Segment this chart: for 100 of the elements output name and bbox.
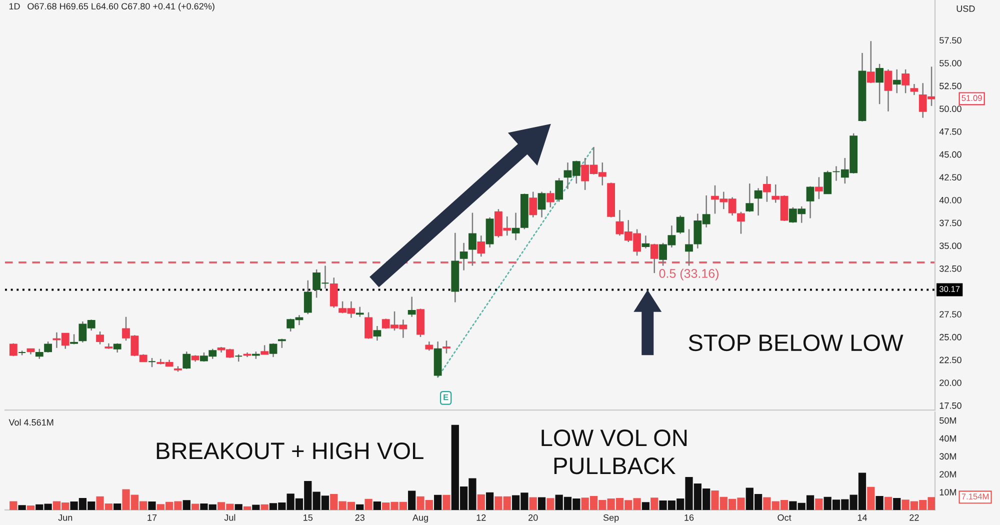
bar [442,494,450,510]
bar [477,494,485,510]
y-tick-label: 50.00 [940,106,962,112]
candlestick [746,182,754,212]
bar [650,498,658,510]
annotation: BREAKOUT + HIGH VOL [156,442,424,460]
bar [191,504,200,510]
text: 7.154M [962,494,988,500]
annotation: STOP BELOW LOW [688,334,904,352]
y-tick-label: 20.00 [940,380,962,386]
candlestick [806,186,814,219]
candlestick [814,176,823,200]
y-tick-label: 35.00 [940,242,962,250]
chart-title: 1D [9,3,20,10]
candlestick [9,342,18,357]
candlestick [866,40,875,84]
bar [114,504,122,510]
candlestick [269,342,278,358]
bar [538,497,546,510]
candlestick [260,344,269,355]
candlestick [148,357,156,368]
x-tick-label: 20 [528,514,538,521]
candlestick [884,68,892,112]
bar [884,496,892,510]
y-tick-label: 50M [940,417,956,424]
bar [434,494,442,510]
candlestick [763,176,771,202]
candlestick [477,234,486,258]
candlestick [70,334,78,345]
x-tick-label: 17 [148,514,157,521]
candlestick [546,190,554,208]
x-tick-label: 16 [684,514,694,521]
candlestick [824,170,832,194]
text: 51.09 [962,95,982,101]
bar [356,504,364,510]
candlestick [910,83,918,96]
y-tick-label: 55.00 [940,60,962,66]
x-tick-label: 22 [910,514,919,521]
x-tick-label: 23 [355,514,364,521]
candlestick [364,312,372,340]
x-tick-label: 12 [476,514,486,521]
bar [243,506,252,510]
y-tick-label: 10M [940,489,956,496]
y-tick-label: 57.50 [940,37,962,44]
bar [408,490,416,510]
bar [26,506,35,510]
candlestick [330,276,338,308]
y-tick-label: 25.00 [940,334,962,340]
y-tick-label: 42.50 [939,174,962,181]
candlestick [902,68,910,94]
candlestick [685,228,693,266]
bar [815,498,823,510]
bar [893,498,901,510]
candlestick [538,191,546,218]
ref-line-label: 0.5 (33.16) [659,268,718,280]
x-tick-label: Sep [603,514,619,523]
y-axis-title: USD [956,5,975,12]
x-tick-label: 15 [304,514,313,521]
y-tick-label: 45.00 [939,151,962,158]
bar [486,492,494,510]
text: Vol 4.561M [8,418,54,426]
candlestick [373,325,382,342]
annotation: LOW VOL ON PULLBACK [542,430,687,474]
bar [546,498,554,510]
bar [234,504,242,510]
candlestick [892,68,901,94]
x-tick-label: 14 [858,514,867,521]
bar [10,501,18,510]
candlestick [35,348,44,360]
bar [252,504,260,510]
candlestick [182,350,191,370]
y-tick-label: 40.00 [939,196,962,204]
candlestick [460,242,468,271]
annotation: E [444,394,448,400]
y-tick-label: 30M [940,453,956,460]
y-tick-label: 32.50 [940,265,962,272]
bar [148,502,156,510]
y-tick-label: 17.50 [940,402,962,409]
candlestick [442,340,450,354]
candlestick [408,296,416,318]
bar [867,486,875,510]
candlestick [676,214,684,234]
bar [529,497,537,510]
candlestick [304,280,312,315]
bar [18,505,26,510]
bar [182,500,190,510]
x-tick-label: Jun [58,514,72,521]
y-tick-label: 20M [940,471,956,478]
y-tick-label: 37.50 [940,220,962,226]
candlestick [44,340,52,354]
y-tick-label: 47.50 [939,128,962,135]
candlestick [113,342,122,354]
bar [642,502,650,510]
candlestick [356,306,364,318]
x-tick-label: Oct [778,514,792,521]
y-tick-label: 40M [939,435,956,442]
x-tick-label: Aug [412,514,428,523]
candlestick [468,212,476,266]
candlestick [96,330,104,345]
candlestick [529,191,538,218]
